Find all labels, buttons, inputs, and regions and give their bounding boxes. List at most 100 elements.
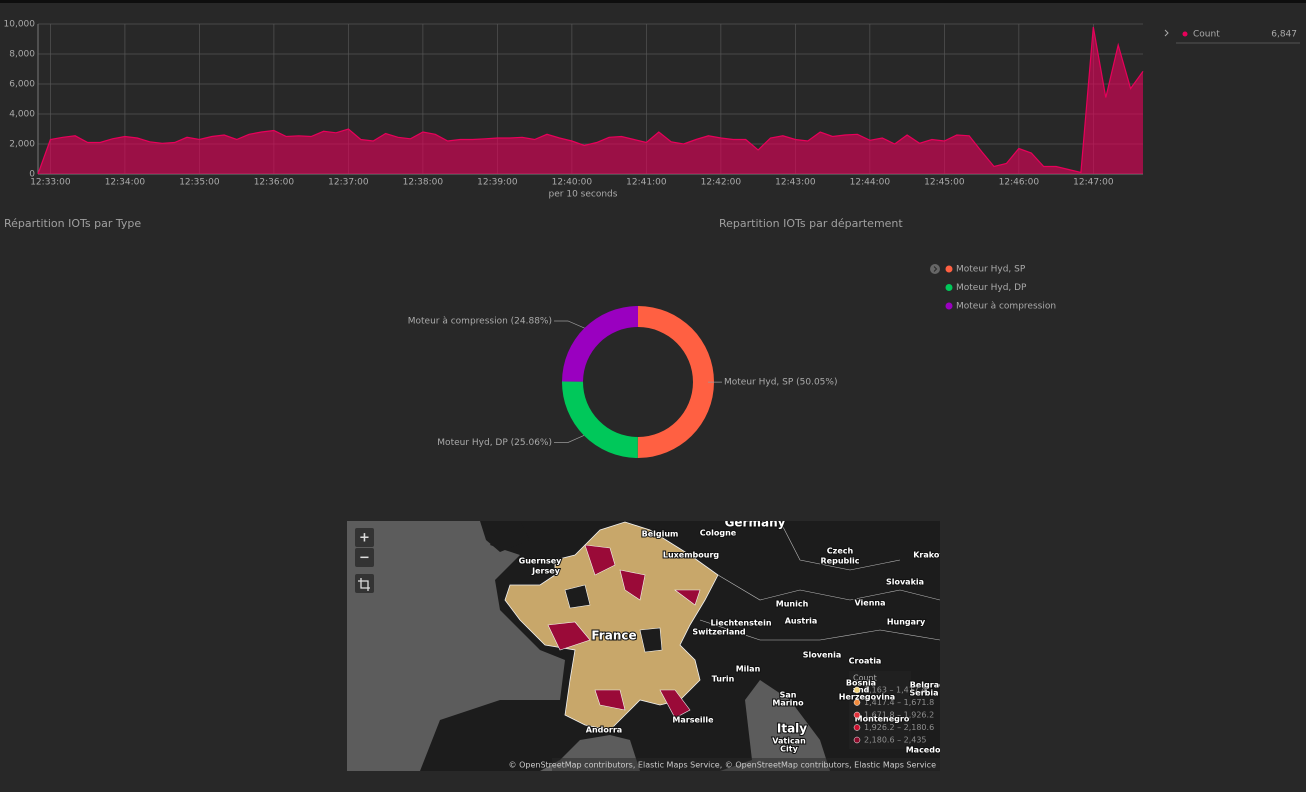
- x-tick-label: 12:39:00: [477, 178, 518, 188]
- map-label: Luxembourg: [663, 551, 720, 560]
- border: [717, 574, 940, 601]
- map-legend-label: 1,671.8 – 1,926.2: [864, 711, 934, 720]
- map-label: Macedonia: [906, 746, 955, 755]
- map-label: Vienna: [854, 599, 885, 608]
- draw-bounds-button[interactable]: [355, 574, 374, 593]
- department: [547, 621, 591, 651]
- map-label: Belgium: [642, 530, 679, 539]
- x-tick-label: 12:42:00: [701, 178, 742, 188]
- slice-label: Moteur à compression (24.88%): [408, 316, 552, 326]
- map-label: Croatia: [849, 657, 882, 666]
- map-label: Serbia: [910, 689, 939, 698]
- map-legend-title: Count: [853, 674, 877, 683]
- map-label: San: [780, 691, 797, 700]
- donut-slice: [562, 306, 638, 382]
- legend-toggle[interactable]: [930, 264, 940, 274]
- legend-swatch: [945, 302, 953, 310]
- map-label: Milan: [736, 665, 761, 674]
- area-line: [37, 26, 1144, 175]
- map[interactable]: + − Count © OpenStreetMap contributors, …: [347, 516, 954, 772]
- x-tick-label: 12:36:00: [254, 178, 295, 188]
- map-label: Guernsey: [519, 557, 563, 566]
- border: [699, 619, 940, 641]
- crop-icon: [358, 578, 370, 591]
- map-legend-swatch: [853, 686, 861, 694]
- x-tick-label: 12:43:00: [775, 178, 816, 188]
- panel-title: Repartition IOTs par département: [719, 217, 903, 230]
- map-label: Switzerland: [692, 628, 746, 637]
- map-legend: [849, 671, 911, 749]
- x-tick-label: 12:35:00: [179, 178, 220, 188]
- slice-label: Moteur Hyd, SP (50.05%): [724, 378, 837, 388]
- zoom-out-button[interactable]: [355, 548, 374, 567]
- map-label: Hungary: [887, 618, 926, 627]
- map-label: Herzegovina: [839, 693, 895, 702]
- map-label: Belgrade: [910, 681, 951, 690]
- x-tick-label: 12:40:00: [552, 178, 593, 188]
- map-label: Italy: [777, 722, 807, 736]
- label-leader: [554, 320, 585, 329]
- department-highlights: [547, 544, 701, 719]
- legend-label: Count: [1193, 30, 1220, 40]
- map-label: Bosnia: [846, 679, 876, 688]
- zoom-in-button[interactable]: [355, 528, 374, 547]
- x-tick-label: 12:41:00: [626, 178, 667, 188]
- department: [659, 689, 691, 719]
- area: [38, 27, 1143, 174]
- department: [564, 584, 591, 609]
- map-label: Jersey: [531, 567, 561, 576]
- legend-toggle-icon: [933, 266, 938, 272]
- y-tick-label: 8,000: [9, 50, 35, 60]
- department: [584, 544, 616, 576]
- map-legend-swatch: [853, 724, 861, 731]
- land: [480, 521, 530, 552]
- map-legend-swatch: [853, 699, 861, 706]
- x-tick-label: 12:38:00: [403, 178, 444, 188]
- map-legend-swatch: [853, 736, 861, 744]
- attribution: © OpenStreetMap contributors, Elastic Ma…: [509, 761, 937, 770]
- x-tick-label: 12:37:00: [328, 178, 369, 188]
- x-tick-label: 12:47:00: [1073, 178, 1114, 188]
- donut-slice: [637, 306, 714, 458]
- x-tick-label: 12:33:00: [30, 178, 71, 188]
- top-bar: [0, 0, 1306, 3]
- map-label: Slovakia: [886, 578, 924, 587]
- label-leader: [554, 435, 585, 443]
- map-label: City: [780, 745, 798, 754]
- y-tick-label: 10,000: [4, 20, 36, 30]
- map-label: Vatican: [772, 737, 806, 746]
- legend-swatch: [945, 265, 953, 273]
- department: [619, 569, 646, 601]
- map-label: Republic: [821, 557, 860, 566]
- border: [779, 521, 901, 571]
- legend-toggle[interactable]: [1164, 29, 1169, 37]
- map-label: and: [853, 686, 870, 695]
- map-legend-label: 2,180.6 – 2,435: [864, 736, 927, 745]
- map-legend-swatch: [853, 711, 861, 719]
- attribution-bg: [552, 758, 940, 771]
- map-label: Marseille: [672, 716, 714, 725]
- x-tick-label: 12:45:00: [924, 178, 965, 188]
- x-tick-label: 12:46:00: [999, 178, 1040, 188]
- legend-swatch: [945, 284, 953, 291]
- map-label: Montenegro: [855, 715, 910, 724]
- borders: [699, 521, 940, 641]
- department: [594, 689, 626, 711]
- panel-title: Répartition IOTs par Type: [4, 217, 141, 230]
- map-legend-label: 1,417.4 – 1,671.8: [864, 698, 934, 707]
- legend-label: Moteur à compression: [956, 302, 1056, 312]
- x-tick-label: 12:44:00: [850, 178, 891, 188]
- map-legend-label: 1,163 – 1,417.4: [864, 686, 927, 695]
- slice-label: Moteur Hyd, DP (25.06%): [437, 438, 552, 448]
- map-label: Liechtenstein: [710, 619, 771, 628]
- y-tick-label: 0: [29, 170, 35, 180]
- map-label: Germany: [725, 516, 786, 530]
- x-axis-label: per 10 seconds: [549, 190, 618, 200]
- map-label: Cologne: [700, 529, 737, 538]
- map-label: Krakow: [913, 551, 947, 560]
- france: [504, 521, 719, 731]
- legend-value: 6,847: [1271, 30, 1297, 40]
- legend-label: Moteur Hyd, SP: [956, 265, 1026, 275]
- department: [674, 589, 701, 606]
